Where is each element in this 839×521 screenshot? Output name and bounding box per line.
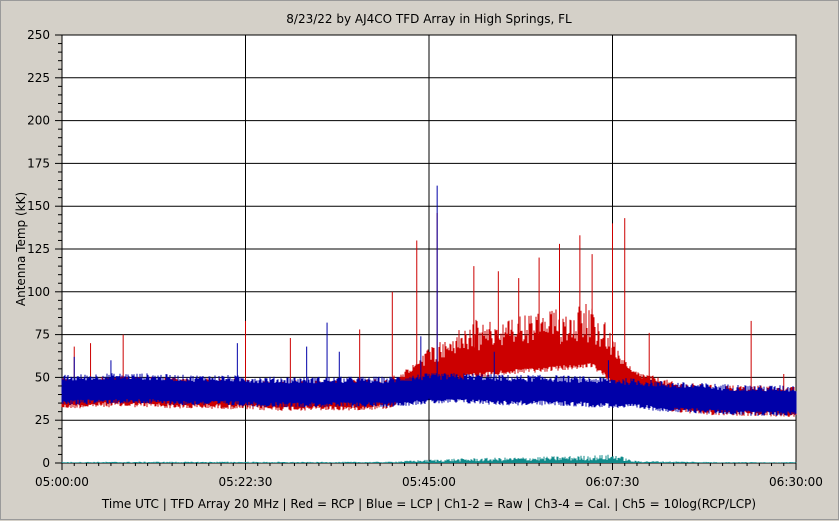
chart-title: 8/23/22 by AJ4CO TFD Array in High Sprin… (286, 12, 572, 26)
x-tick-label: 05:45:00 (402, 475, 456, 489)
y-tick-label: 175 (27, 156, 50, 170)
x-axis-label: Time UTC | TFD Array 20 MHz | Red = RCP … (101, 497, 756, 511)
y-tick-label: 150 (27, 199, 50, 213)
x-tick-label: 05:00:00 (35, 475, 89, 489)
y-tick-label: 125 (27, 242, 50, 256)
series-2-band (61, 454, 797, 463)
series-2-trace (61, 454, 797, 463)
y-tick-label: 25 (35, 413, 50, 427)
y-tick-label: 250 (27, 28, 50, 42)
x-tick-label: 06:07:30 (586, 475, 640, 489)
y-tick-label: 75 (35, 328, 50, 342)
x-tick-label: 06:30:00 (769, 475, 823, 489)
x-tick-label: 05:22:30 (219, 475, 273, 489)
series-1-trace (61, 185, 797, 416)
y-tick-label: 100 (27, 285, 50, 299)
y-tick-label: 225 (27, 71, 50, 85)
y-tick-label: 50 (35, 370, 50, 384)
series-layer (61, 185, 797, 463)
y-tick-label: 0 (42, 456, 50, 470)
series-1-band (61, 373, 797, 416)
axis-ticks: 0 25 50 75 100 125 150 175 200 225 250 05:00:00 05:2… (27, 28, 823, 489)
y-axis-label: Antenna Temp (kK) (14, 192, 28, 306)
y-tick-label: 200 (27, 114, 50, 128)
